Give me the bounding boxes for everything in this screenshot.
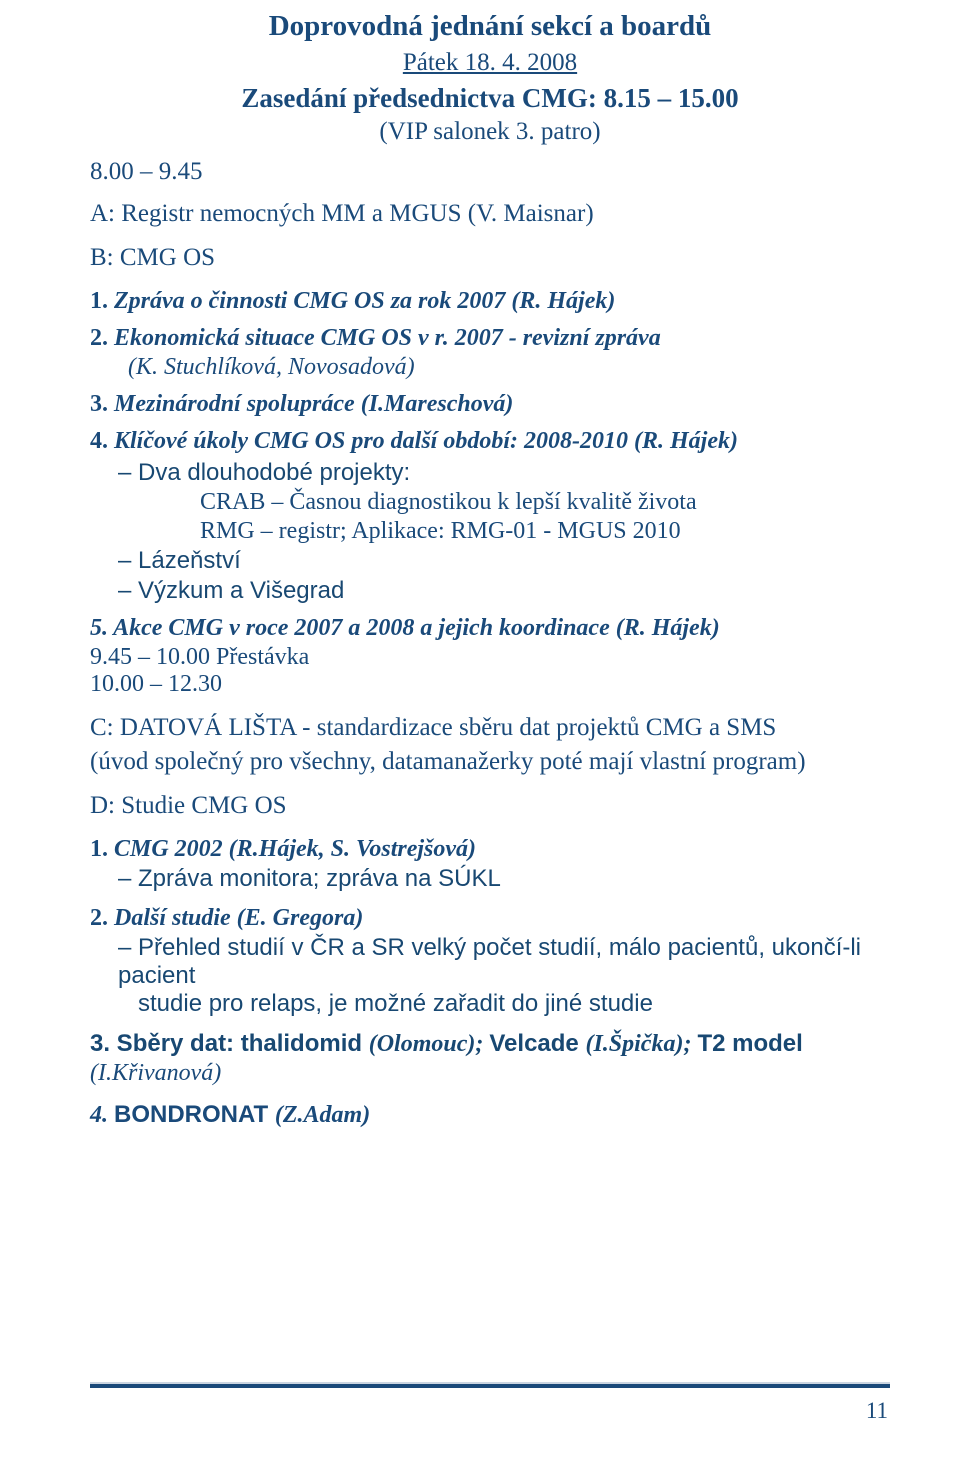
d-item-2: 2. Další studie (E. Gregora) xyxy=(90,905,890,932)
item-3: 3. Mezinárodní spolupráce (I.Mareschová) xyxy=(90,391,890,418)
section-a: A: Registr nemocných MM a MGUS (V. Maisn… xyxy=(90,200,890,228)
d-item-1: 1. CMG 2002 (R.Hájek, S. Vostrejšová) xyxy=(90,836,890,863)
item-4-bullet-3: – Výzkum a Višegrad xyxy=(118,577,890,605)
item-4-sub-1: CRAB – Časnou diagnostikou k lepší kvali… xyxy=(200,489,890,516)
section-c-line2: (úvod společný pro všechny, datamanažerk… xyxy=(90,748,890,776)
item-4: 4. Klíčové úkoly CMG OS pro další období… xyxy=(90,428,890,455)
d-item-3-author: (I.Křivanová) xyxy=(90,1060,890,1087)
header-block: Doprovodná jednání sekcí a boardů Pátek … xyxy=(90,10,890,146)
break-time: 9.45 – 10.00 Přestávka xyxy=(90,644,890,671)
section-b: B: CMG OS xyxy=(90,244,890,272)
location: (VIP salonek 3. patro) xyxy=(90,118,890,146)
item-2: 2. Ekonomická situace CMG OS v r. 2007 -… xyxy=(90,325,890,352)
footer-rule xyxy=(90,1382,890,1388)
d-item-4: 4. BONDRONAT (Z.Adam) xyxy=(90,1101,890,1129)
item-2-author: (K. Stuchlíková, Novosadová) xyxy=(128,354,890,381)
page-number: 11 xyxy=(866,1398,888,1424)
item-5: 5. Akce CMG v roce 2007 a 2008 a jejich … xyxy=(90,615,890,642)
item-1: 1. Zpráva o činnosti CMG OS za rok 2007 … xyxy=(90,288,890,315)
item-4-sub-2: RMG – registr; Aplikace: RMG-01 - MGUS 2… xyxy=(200,518,890,545)
session-time: 10.00 – 12.30 xyxy=(90,671,890,698)
d-item-1-bullet: – Zpráva monitora; zpráva na SÚKL xyxy=(118,865,890,893)
d-item-2-bullet: – Přehled studií v ČR a SR velký počet s… xyxy=(118,934,890,1018)
main-title: Doprovodná jednání sekcí a boardů xyxy=(90,10,890,43)
d-item-3: 3. Sběry dat: thalidomid (Olomouc); Velc… xyxy=(90,1030,890,1058)
date-line: Pátek 18. 4. 2008 xyxy=(90,49,890,77)
item-4-bullet-1: – Dva dlouhodobé projekty: xyxy=(118,459,890,487)
subtitle: Zasedání předsednictva CMG: 8.15 – 15.00 xyxy=(90,83,890,114)
item-4-bullet-2: – Lázeňství xyxy=(118,547,890,575)
section-d: D: Studie CMG OS xyxy=(90,792,890,820)
time-range: 8.00 – 9.45 xyxy=(90,158,890,186)
section-c-line1: C: DATOVÁ LIŠTA - standardizace sběru da… xyxy=(90,714,890,742)
